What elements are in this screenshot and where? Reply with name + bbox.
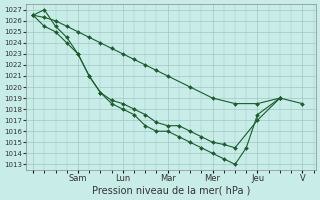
X-axis label: Pression niveau de la mer( hPa ): Pression niveau de la mer( hPa ) [92,186,250,196]
